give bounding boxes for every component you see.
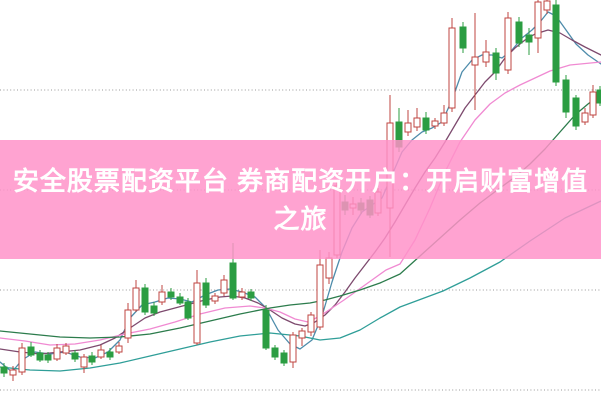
- candle-body-up: [471, 56, 479, 66]
- candle-body-up: [298, 330, 306, 339]
- candle-body-up: [80, 356, 88, 368]
- candle-body-up: [589, 91, 597, 116]
- banner-title-line1: 安全股票配资平台 券商配资开户：开启财富增值: [12, 165, 589, 196]
- ma-line-pink: [0, 61, 601, 346]
- candle-body-up: [132, 287, 140, 311]
- candle-body-up: [238, 291, 246, 298]
- candle-body-down: [280, 352, 288, 364]
- candle-body-down: [422, 117, 430, 131]
- candle-body-up: [316, 264, 324, 328]
- candle-body-up: [482, 51, 490, 63]
- candle-body-up: [18, 347, 26, 373]
- candle-body-down: [572, 97, 580, 127]
- candle-body-up: [413, 117, 421, 128]
- candle-body-up: [307, 314, 315, 333]
- candle-body-down: [492, 52, 500, 74]
- candle-body-up: [504, 17, 512, 71]
- candle-body-down: [515, 21, 523, 44]
- candle-body-down: [36, 352, 44, 361]
- candle-body-up: [124, 309, 132, 339]
- ma-line-blue: [0, 11, 601, 373]
- candle-body-up: [211, 295, 219, 302]
- ma-line-teal: [0, 200, 601, 372]
- candle-body-down: [271, 347, 279, 358]
- candle-body-down: [71, 352, 79, 360]
- candle-body-down: [44, 354, 52, 361]
- candle-body-down: [106, 351, 114, 358]
- candle-body-down: [247, 291, 255, 299]
- candle-body-up: [220, 279, 228, 294]
- candle-body-up: [543, 0, 551, 11]
- candle-body-down: [0, 366, 8, 374]
- candle-body-up: [9, 369, 17, 376]
- candle-body-up: [534, 1, 542, 39]
- candle-body-down: [596, 89, 601, 104]
- candle-body-down: [262, 309, 270, 349]
- candle-body-up: [581, 112, 589, 123]
- candle-body-down: [562, 79, 570, 113]
- candle-body-up: [193, 282, 201, 344]
- candle-body-down: [202, 282, 210, 306]
- candle-body-up: [115, 345, 123, 353]
- candle-body-down: [167, 291, 175, 298]
- candle-body-up: [97, 349, 105, 358]
- candle-body-up: [440, 112, 448, 124]
- candle-body-down: [525, 34, 533, 43]
- candle-body-down: [88, 355, 96, 363]
- candle-body-up: [53, 347, 61, 360]
- candle-body-up: [404, 122, 412, 133]
- candle-body-down: [459, 26, 467, 49]
- candle-body-up: [289, 334, 297, 363]
- candle-body-down: [141, 287, 149, 313]
- candle-body-down: [229, 262, 237, 299]
- candle-body-down: [27, 346, 35, 356]
- candle-body-up: [448, 27, 456, 109]
- candle-body-up: [158, 291, 166, 303]
- candle-body-up: [325, 257, 333, 279]
- candle-body-down: [176, 296, 184, 304]
- candle-body-up: [62, 345, 70, 354]
- candle-body-down: [184, 301, 192, 319]
- candle-body-down: [552, 4, 560, 83]
- banner-title-line2: 之旅: [273, 203, 328, 234]
- candle-body-down: [150, 305, 158, 314]
- candle-body-up: [431, 120, 439, 127]
- promo-banner: 安全股票配资平台 券商配资开户：开启财富增值 之旅: [0, 140, 601, 259]
